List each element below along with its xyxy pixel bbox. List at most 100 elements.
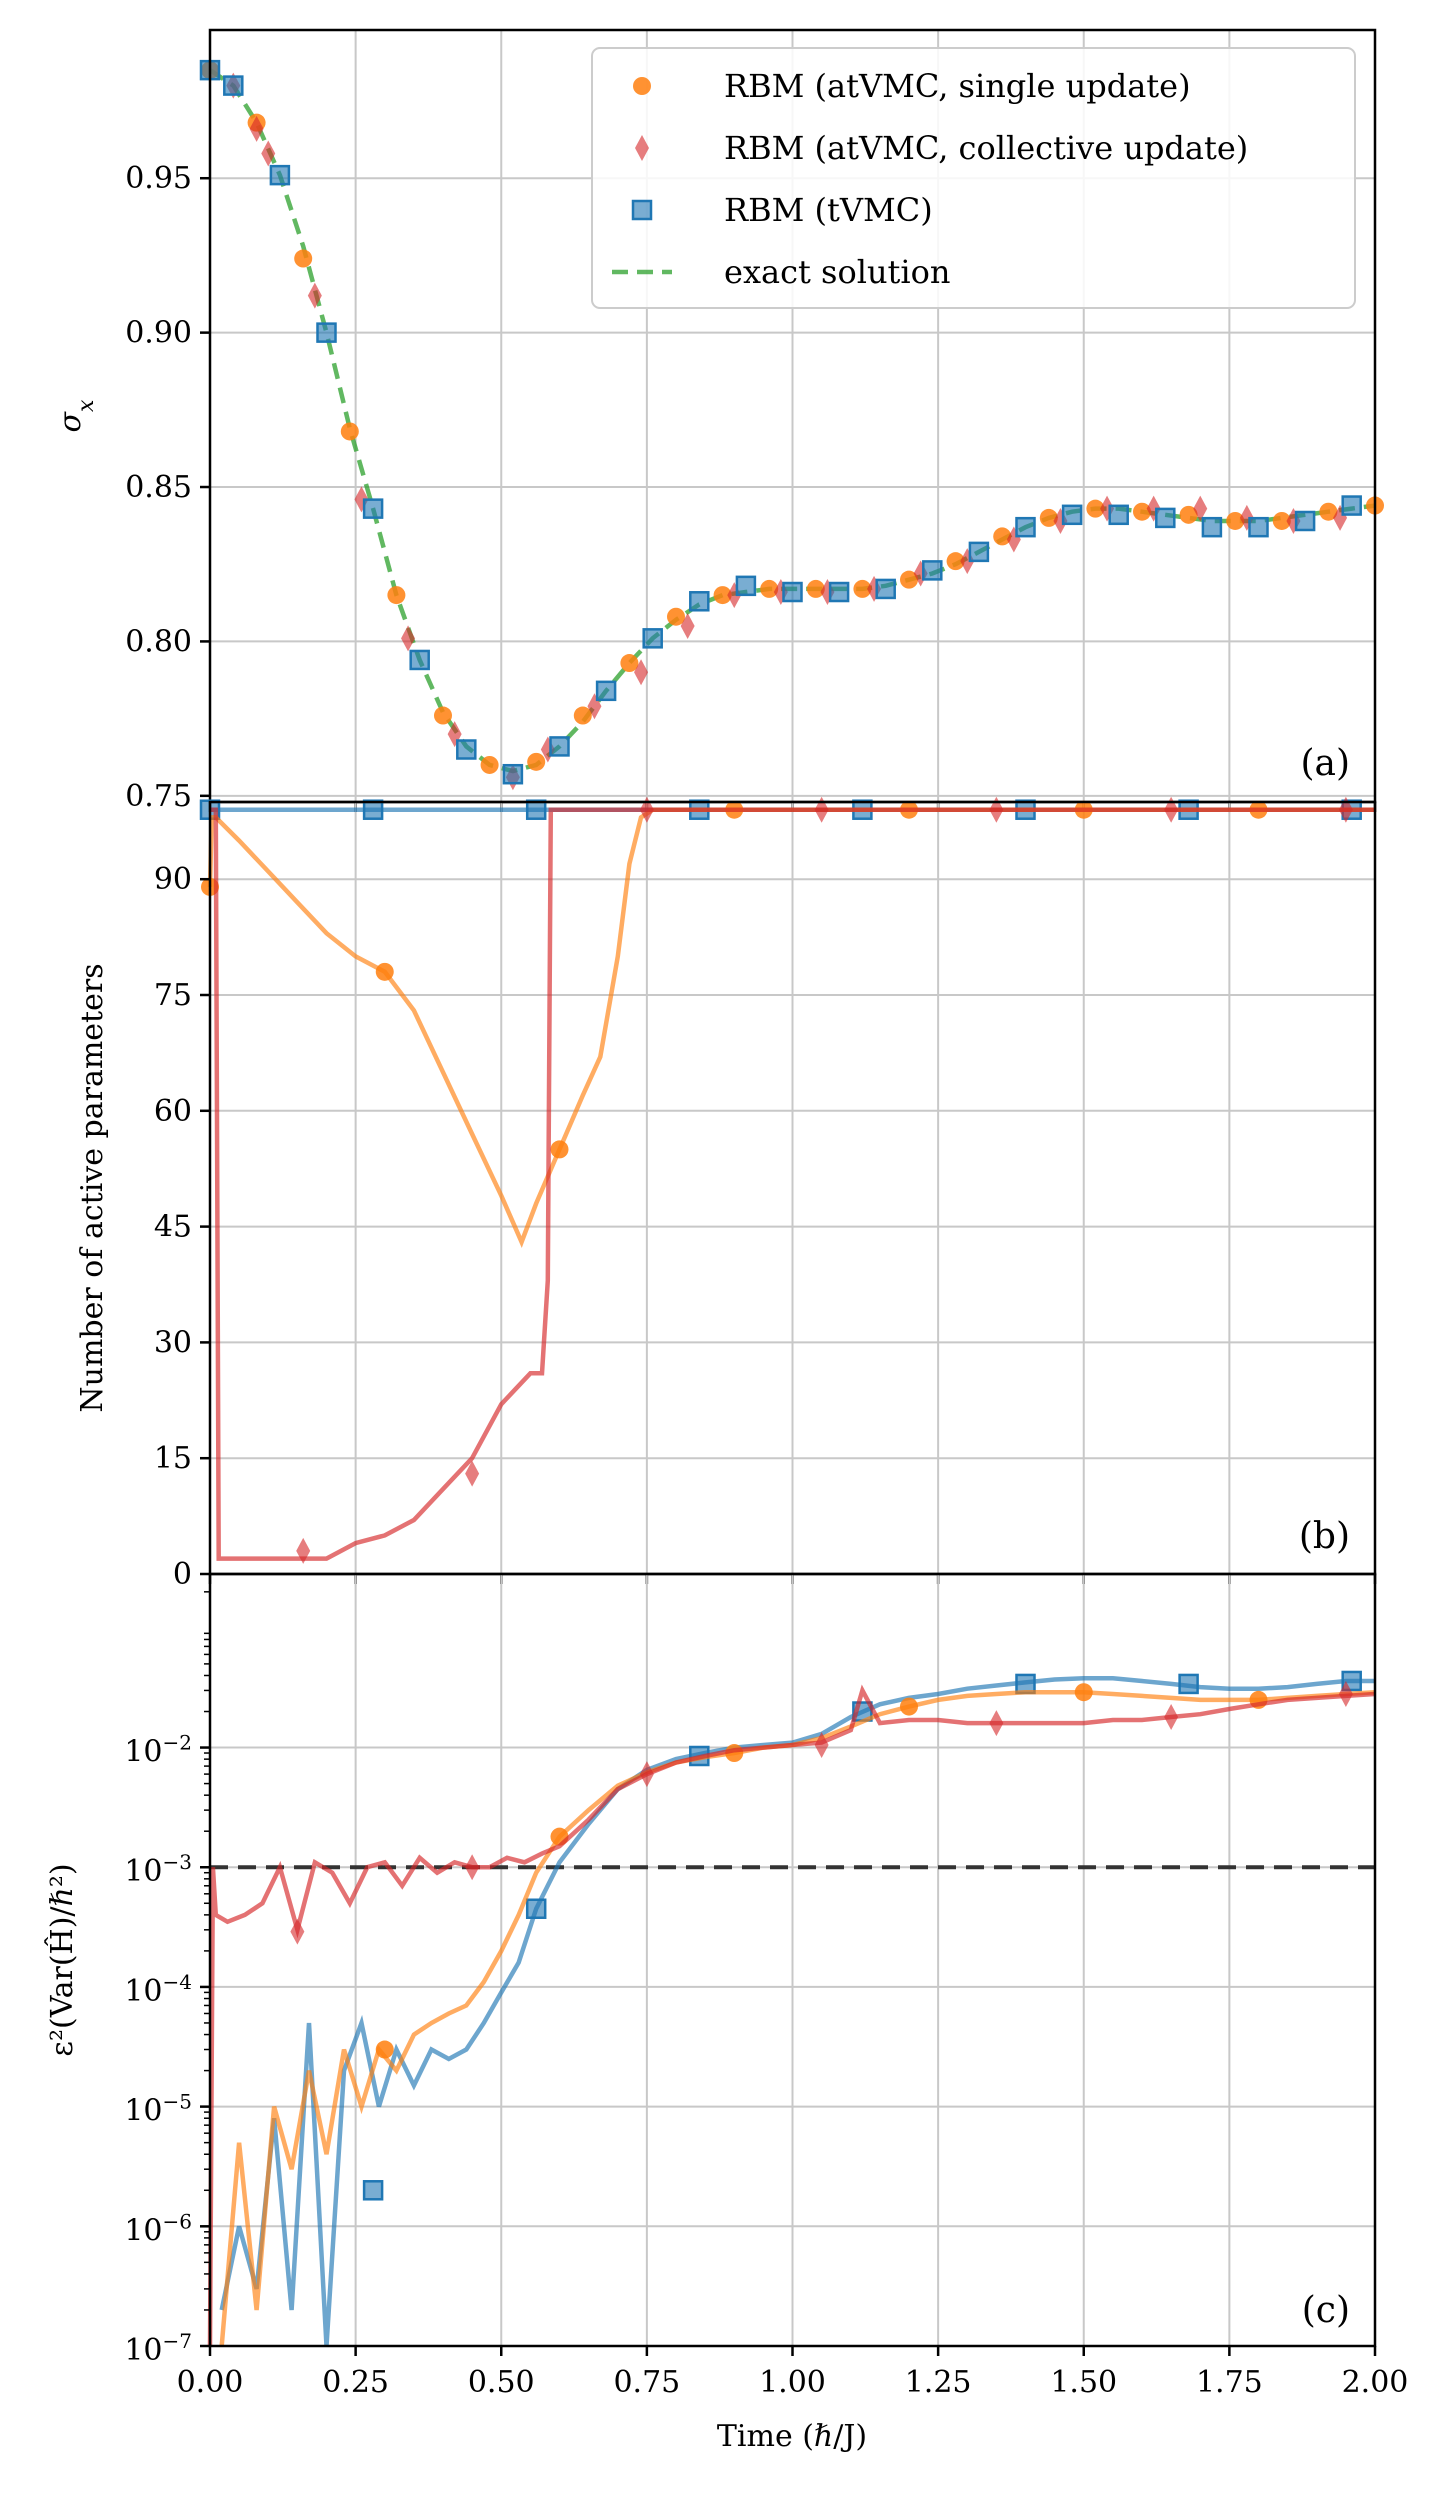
tvmc-marker bbox=[362, 498, 384, 519]
single-marker bbox=[1039, 508, 1058, 527]
collective-marker bbox=[639, 1761, 654, 1788]
single-marker bbox=[853, 579, 872, 598]
single-marker bbox=[550, 1140, 569, 1159]
single-marker bbox=[900, 570, 918, 589]
single-marker bbox=[340, 422, 359, 441]
tvmc-marker bbox=[828, 581, 850, 603]
tvmc-marker bbox=[1015, 516, 1036, 538]
single-marker bbox=[1074, 1683, 1093, 1702]
tvmc-marker bbox=[968, 541, 990, 563]
legend: RBM (atVMC, single update) RBM (atVMC, co… bbox=[591, 47, 1356, 309]
x-axis-label: Time (ℏ/J) bbox=[717, 2419, 867, 2454]
single-marker bbox=[620, 654, 639, 673]
single-marker bbox=[993, 527, 1012, 546]
single-marker bbox=[480, 755, 499, 774]
collective-marker bbox=[465, 1854, 480, 1881]
single-marker bbox=[573, 706, 592, 725]
y-tick-label: 15 bbox=[154, 1441, 192, 1476]
single-line bbox=[207, 807, 1375, 1248]
collective-marker bbox=[680, 612, 695, 639]
y-tick-label: 0 bbox=[173, 1557, 192, 1592]
single-marker bbox=[760, 579, 779, 598]
legend-single-swatch bbox=[633, 77, 651, 95]
tvmc-marker bbox=[549, 736, 570, 757]
single-marker bbox=[1272, 511, 1291, 530]
panel-b-active-parameters: 0 15 30 45 60 75 90 Number of active parameter… bbox=[75, 796, 1377, 1592]
y-tick-label: 10−3 bbox=[124, 1850, 192, 1889]
single-marker bbox=[375, 962, 394, 981]
single-marker bbox=[1226, 511, 1245, 530]
collective-line bbox=[210, 807, 1375, 1561]
tvmc-marker bbox=[525, 1898, 547, 1919]
tvmc-marker bbox=[875, 578, 896, 600]
x-tick-label: 0.75 bbox=[613, 2365, 680, 2400]
collective-marker bbox=[465, 1460, 480, 1487]
x-tick-label: 1.50 bbox=[1050, 2365, 1117, 2400]
tvmc-marker bbox=[316, 322, 337, 343]
panel-c-ylabel: ε²(Var(Ĥ)/ℏ²) bbox=[44, 1863, 80, 2056]
legend-tvmc-label: RBM (tVMC) bbox=[724, 191, 933, 229]
y-tick-label: 0.90 bbox=[125, 316, 192, 351]
y-tick-label: 60 bbox=[154, 1094, 192, 1129]
x-axis: 0.00 0.25 0.50 0.75 1.00 1.25 1.50 1.75 2.00 bbox=[177, 2365, 1409, 2400]
tvmc-marker bbox=[1341, 495, 1362, 516]
y-tick-label: 45 bbox=[154, 1210, 192, 1245]
tvmc-marker bbox=[1201, 516, 1223, 538]
x-tick-label: 1.00 bbox=[759, 2365, 826, 2400]
collective-marker bbox=[401, 625, 416, 652]
collective-marker bbox=[634, 659, 649, 686]
y-tick-label: 0.95 bbox=[125, 161, 192, 196]
single-marker bbox=[375, 2040, 394, 2059]
single-marker bbox=[294, 249, 313, 268]
panel-b-ylabel: Number of active parameters bbox=[75, 963, 110, 1412]
tvmc-marker bbox=[1061, 504, 1083, 526]
y-tick-label: 0.75 bbox=[125, 779, 192, 814]
single-marker bbox=[527, 752, 546, 771]
single-marker bbox=[1319, 502, 1338, 521]
collective-marker bbox=[249, 115, 264, 142]
collective-marker bbox=[1193, 495, 1208, 522]
tvmc-marker bbox=[362, 799, 384, 820]
y-tick-label: 30 bbox=[154, 1325, 192, 1360]
tvmc-marker bbox=[1294, 510, 1316, 532]
tvmc-marker bbox=[689, 591, 710, 612]
legend-exact-label: exact solution bbox=[724, 253, 951, 291]
single-marker bbox=[1086, 499, 1105, 518]
tvmc-marker bbox=[922, 560, 943, 581]
x-tick-label: 2.00 bbox=[1342, 2365, 1409, 2400]
tvmc-marker bbox=[1108, 504, 1129, 526]
tvmc-marker bbox=[456, 739, 477, 760]
tvmc-marker bbox=[1178, 1673, 1199, 1695]
tvmc-marker bbox=[525, 799, 547, 820]
tvmc-marker bbox=[1248, 516, 1269, 538]
y-tick-label: 0.80 bbox=[125, 624, 192, 659]
collective-marker bbox=[1164, 1703, 1179, 1730]
tvmc-marker bbox=[782, 581, 803, 603]
x-tick-label: 0.50 bbox=[468, 2365, 535, 2400]
single-marker bbox=[434, 706, 452, 725]
single-marker bbox=[1179, 505, 1198, 524]
single-marker bbox=[806, 579, 825, 598]
single-marker bbox=[946, 552, 965, 571]
x-tick-label: 0.00 bbox=[177, 2365, 244, 2400]
single-marker bbox=[1133, 502, 1151, 521]
y-tick-label: 10−5 bbox=[124, 2090, 192, 2129]
legend-collective-label: RBM (atVMC, collective update) bbox=[724, 129, 1248, 167]
y-tick-label: 0.85 bbox=[125, 470, 192, 505]
panel-a-tag: (a) bbox=[1300, 743, 1350, 784]
collective-marker bbox=[290, 1918, 305, 1945]
collective-marker bbox=[307, 282, 322, 309]
collective-marker bbox=[989, 1710, 1004, 1737]
tvmc-marker bbox=[735, 575, 757, 597]
legend-tvmc-swatch bbox=[631, 199, 653, 221]
tvmc-marker bbox=[269, 164, 291, 186]
tvmc-marker bbox=[409, 649, 430, 671]
tvmc-marker bbox=[595, 680, 617, 702]
tvmc-marker bbox=[362, 2180, 384, 2201]
x-tick-label: 1.75 bbox=[1196, 2365, 1263, 2400]
single-marker bbox=[900, 1697, 918, 1716]
collective-marker bbox=[296, 1537, 311, 1564]
x-tick-label: 1.25 bbox=[905, 2365, 972, 2400]
y-tick-label: 75 bbox=[154, 978, 192, 1013]
